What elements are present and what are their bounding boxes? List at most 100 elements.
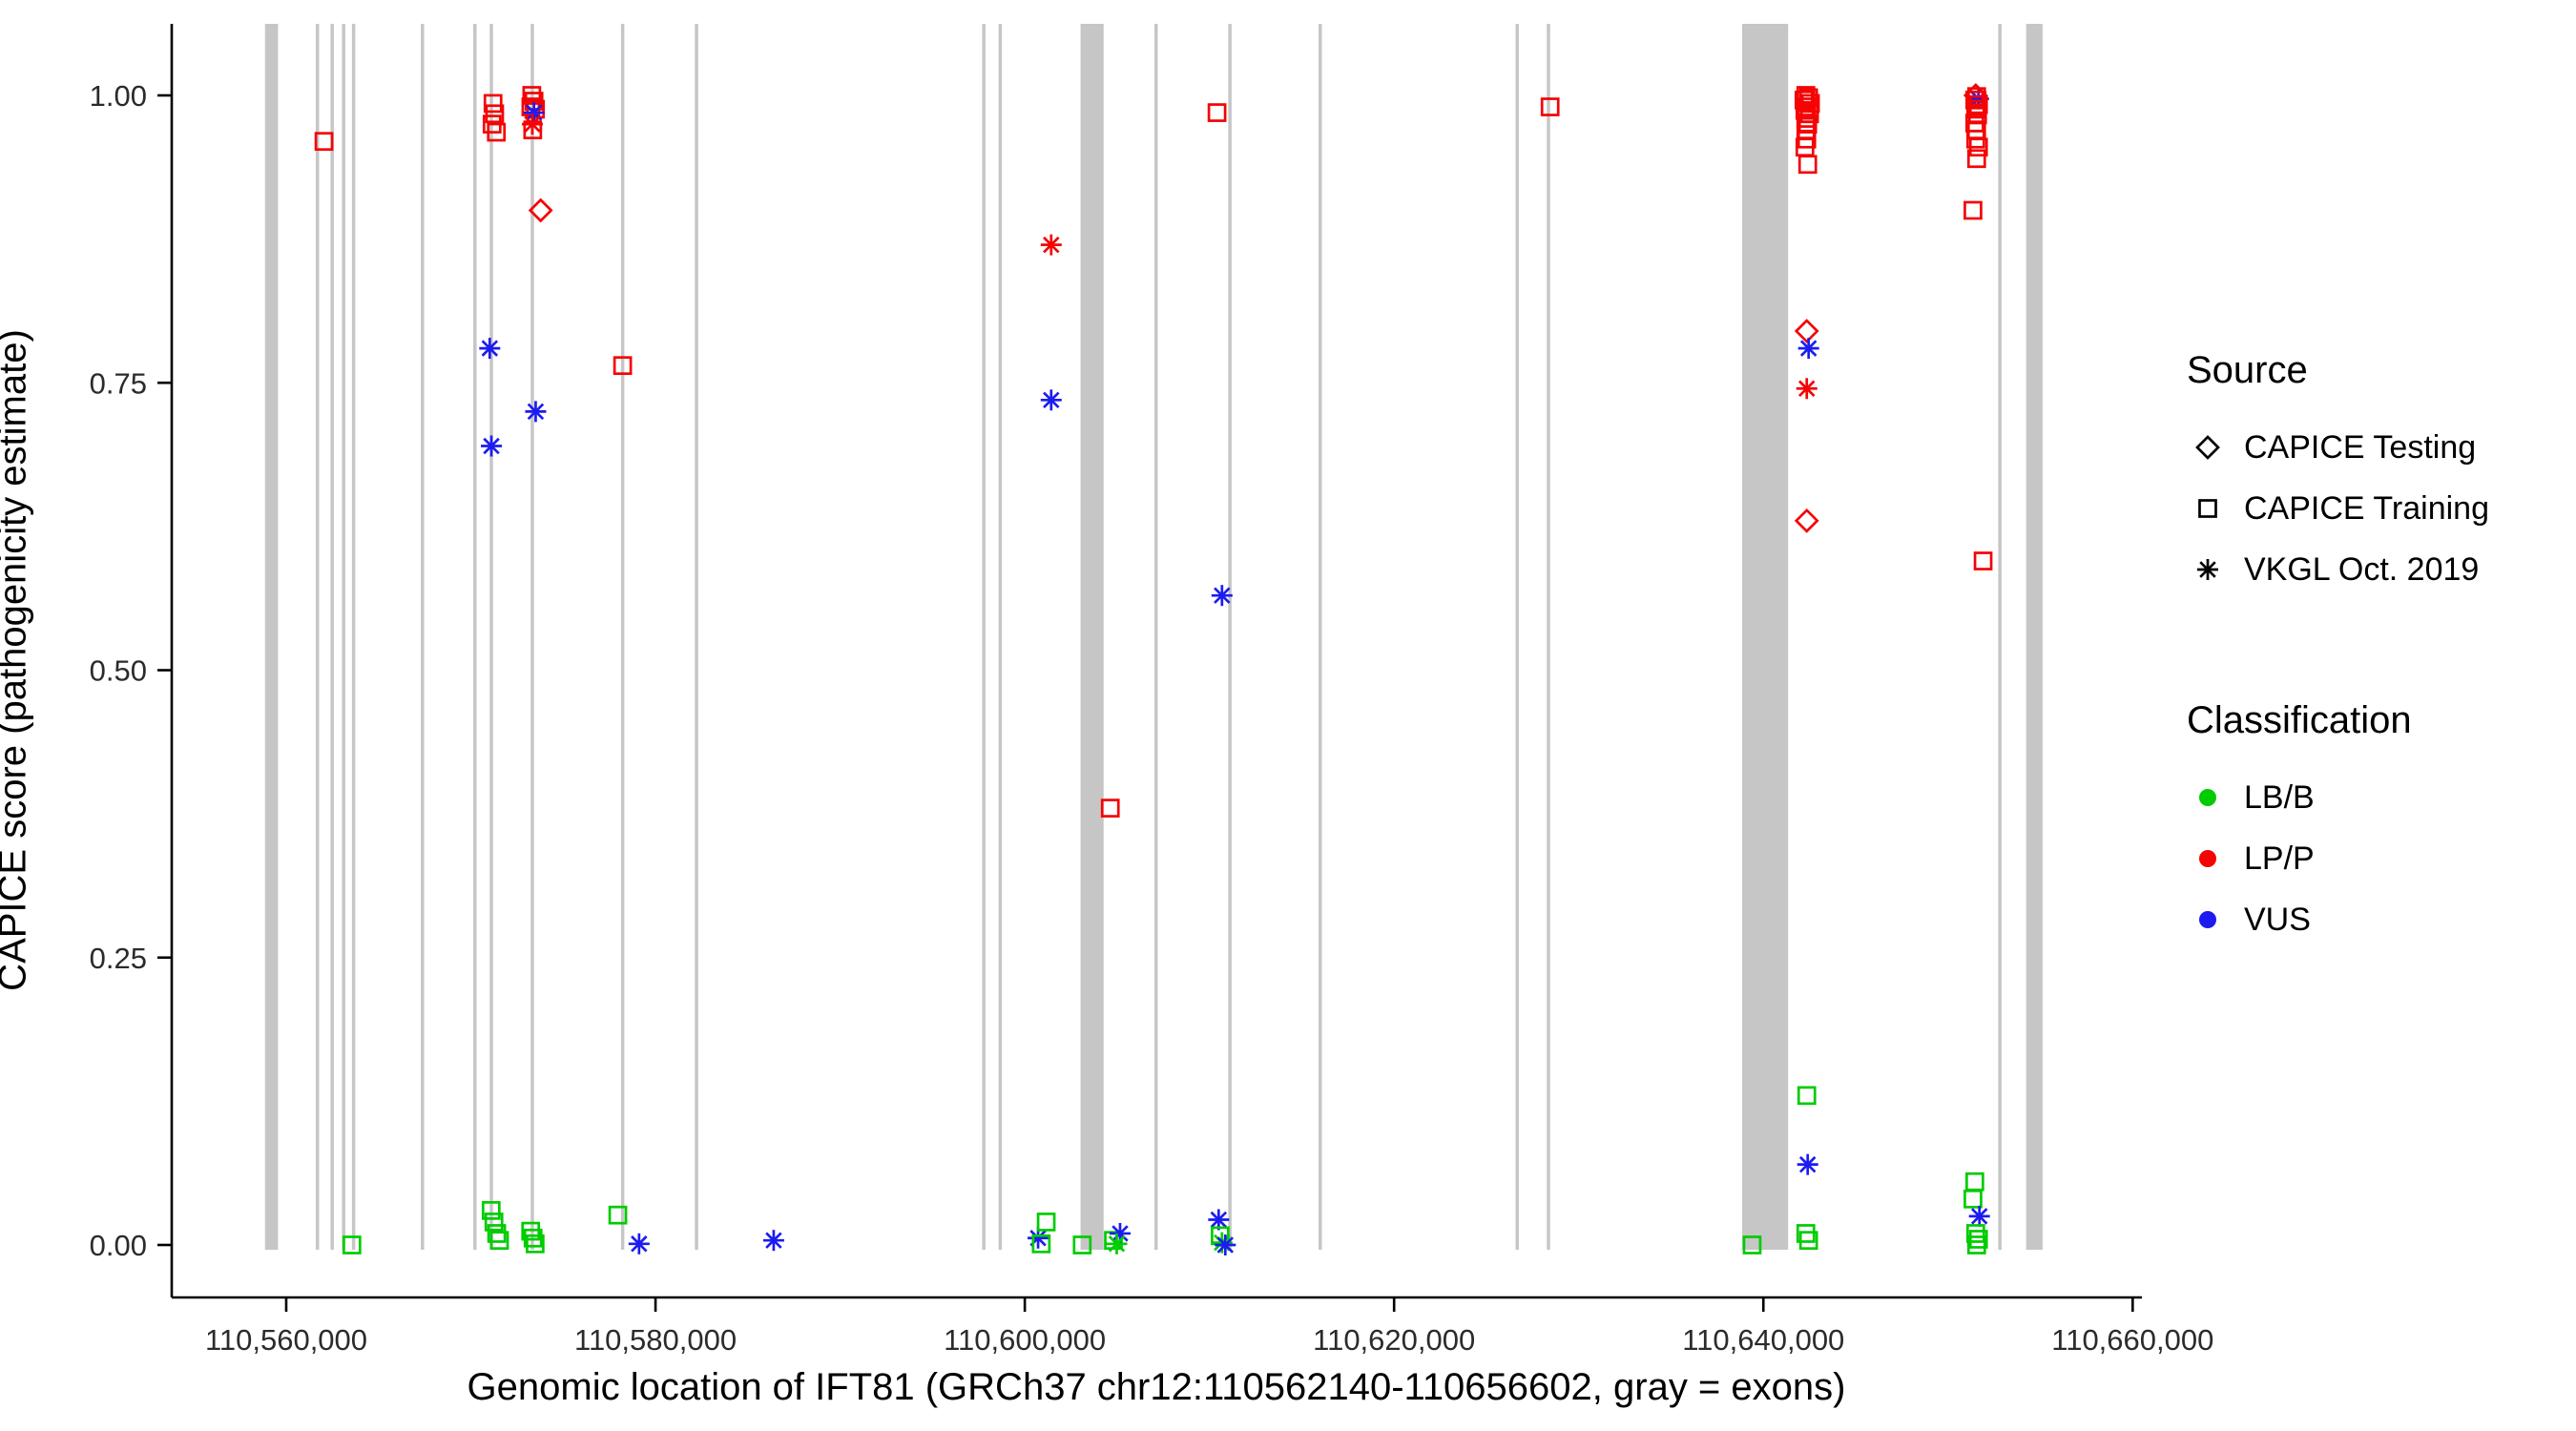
square-marker-icon [1965,1172,1984,1192]
square-marker-icon [484,1213,504,1232]
asterisk-marker-icon [762,1230,784,1252]
square-marker-icon [526,99,546,119]
square-marker-icon [489,1231,509,1251]
square-marker-icon [1968,94,1988,114]
square-marker-icon [1036,1213,1056,1232]
asterisk-marker-icon [1106,1233,1128,1255]
square-marker-icon [1207,103,1227,122]
asterisk-marker-icon [481,435,503,457]
legend-item-capice-testing: CAPICE Testing [2187,417,2489,478]
square-marker-icon [1965,1224,1985,1243]
asterisk-marker-icon [1215,1234,1236,1255]
square-marker-icon [1965,99,1985,119]
y-tick-label: 0.25 [90,942,147,975]
square-marker-icon [1100,798,1120,818]
y-tick-label: 1.00 [90,79,147,113]
x-tick-label: 110,600,000 [944,1323,1106,1357]
exon-band [1319,24,1322,1250]
legend: Source CAPICE Testing CAPICE Training VK… [2187,349,2489,950]
square-marker-icon [485,104,505,124]
exon-band [342,24,345,1250]
square-marker-icon [1797,155,1818,175]
square-marker-icon [1973,551,1993,570]
square-marker-icon [1031,1234,1051,1254]
x-tick-label: 110,640,000 [1682,1323,1844,1357]
blue-dot-icon [2199,911,2216,928]
exon-band [982,24,986,1250]
legend-item-lpp: LP/P [2187,828,2489,889]
exon-band [1515,24,1520,1250]
legend-item-label: VKGL Oct. 2019 [2244,550,2480,588]
legend-item-label: LB/B [2244,778,2315,816]
asterisk-marker-icon [479,338,501,360]
square-marker-icon [1797,1086,1817,1106]
exon-band [998,24,1003,1250]
exon-band [1742,24,1789,1250]
exon-band [330,24,334,1250]
asterisk-marker-icon [628,1233,650,1255]
square-marker-icon [1968,1230,1988,1249]
asterisk-marker-icon [1796,378,1818,400]
square-marker-icon [2198,499,2217,518]
y-tick-label: 0.75 [90,366,147,400]
exon-band [351,24,356,1250]
square-marker-icon [314,132,334,152]
exon-band [489,24,493,1250]
asterisk-marker-icon [1968,1205,1990,1227]
y-tick-label: 0.50 [90,654,147,688]
legend-item-label: CAPICE Testing [2244,428,2477,466]
x-tick-label: 110,580,000 [574,1323,737,1357]
diamond-marker-icon [2195,435,2220,460]
exon-band [2025,24,2043,1250]
exon-band [264,24,279,1250]
diamond-marker-icon [2195,435,2220,460]
red-dot-icon [2199,850,2216,867]
asterisk-marker-icon [521,114,543,135]
asterisk-marker-icon [1040,234,1062,256]
square-marker-icon [523,1228,543,1248]
asterisk-marker-icon [2197,559,2218,580]
square-marker-icon [1966,149,1986,169]
square-marker-icon [1966,1235,1986,1255]
square-marker-icon [483,93,503,114]
x-tick-label: 110,560,000 [205,1323,367,1357]
legend-item-vus: VUS [2187,889,2489,950]
legend-source-title: Source [2187,349,2308,391]
exon-band [473,24,477,1250]
legend-source-group: Source CAPICE Testing CAPICE Training VK… [2187,349,2489,600]
exon-band [1080,24,1104,1250]
exon-band [315,24,320,1250]
square-marker-icon [613,356,633,376]
diamond-marker-icon [1794,508,1819,533]
asterisk-marker-icon [525,401,547,423]
legend-item-lbb: LB/B [2187,767,2489,828]
x-axis-title: Genomic location of IFT81 (GRCh37 chr12:… [467,1366,1846,1408]
square-marker-icon [1963,1189,1983,1209]
exon-band [620,24,625,1250]
exon-band [530,24,534,1250]
asterisk-marker-icon [1797,1153,1818,1175]
square-marker-icon [487,122,507,142]
square-marker-icon [1798,1231,1818,1251]
square-marker-icon [2198,499,2217,518]
exon-band [1228,24,1232,1250]
legend-item-label: CAPICE Training [2244,489,2489,527]
x-tick-label: 110,660,000 [2051,1323,2213,1357]
square-marker-icon [1540,97,1560,116]
legend-item-label: LP/P [2244,840,2315,877]
legend-classification-title: Classification [2187,699,2412,741]
exon-band [421,24,425,1250]
square-marker-icon [481,1200,501,1220]
exon-band [695,24,698,1250]
diamond-marker-icon [528,197,553,223]
square-marker-icon [608,1205,628,1225]
asterisk-marker-icon [2197,559,2218,580]
x-tick-label: 110,620,000 [1313,1323,1475,1357]
exon-band [1998,24,2002,1250]
asterisk-marker-icon [1040,389,1062,411]
square-marker-icon [522,86,542,105]
legend-item-capice-training: CAPICE Training [2187,478,2489,539]
square-marker-icon [1968,137,1988,157]
